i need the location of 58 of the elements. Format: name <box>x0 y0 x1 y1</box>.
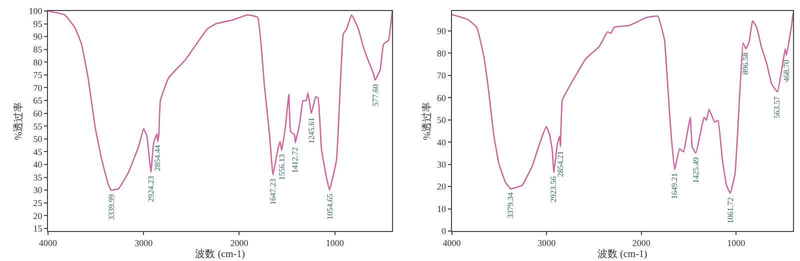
y-tick-label: 75 <box>33 70 43 80</box>
y-tick-label: 65 <box>33 96 43 106</box>
y-tick-label: 40 <box>436 137 446 148</box>
y-tick-label: 50 <box>436 115 446 126</box>
y-tick-label: 80 <box>33 57 43 68</box>
annotation: 1245.61 <box>306 118 316 144</box>
y-tick-label: 80 <box>436 48 446 58</box>
y-tick-label: 30 <box>33 185 43 196</box>
annotation: 896.58 <box>741 52 750 75</box>
x-tick-label: 3000 <box>134 238 154 248</box>
y-tick-label: 0 <box>441 226 446 236</box>
y-tick-label: 95 <box>33 18 43 29</box>
y-tick-label: 85 <box>33 44 43 55</box>
y-tick-label: 50 <box>33 134 43 144</box>
y-tick-label: 25 <box>33 198 43 208</box>
annotation: 2924.23 <box>146 176 156 202</box>
y-tick-label: 20 <box>436 182 446 192</box>
y-tick-label: 60 <box>33 108 43 118</box>
x-tick-label: 4000 <box>39 238 58 248</box>
annotation: 563.57 <box>772 96 782 118</box>
y-tick-label: 30 <box>436 159 446 170</box>
x-tick-label: 2000 <box>230 238 249 248</box>
annotation: 1649.21 <box>670 173 680 200</box>
y-axis-title: %透过率 <box>420 102 433 140</box>
x-axis-title: 波数 (cm-1) <box>598 248 648 260</box>
y-tick-label: 35 <box>33 172 43 182</box>
y-tick-label: 15 <box>33 224 43 234</box>
x-tick-label: 4000 <box>442 238 462 248</box>
y-tick-label: 70 <box>436 70 446 81</box>
annotation: 2854.21 <box>556 150 565 177</box>
x-axis-title: 波数 (cm-1) <box>195 248 245 260</box>
annotation: 3379.34 <box>506 192 515 218</box>
y-tick-label: 70 <box>33 82 43 93</box>
annotation: 2854.44 <box>153 145 162 172</box>
annotation: 468.70 <box>782 60 792 82</box>
x-tick-label: 1000 <box>326 238 344 248</box>
y-tick-label: 45 <box>33 146 43 157</box>
annotation: 1061.72 <box>726 197 736 224</box>
annotation: 1425.49 <box>692 157 701 184</box>
annotation: 3339.99 <box>107 194 116 220</box>
annotation: 2923.56 <box>549 176 558 202</box>
y-tick-label: 90 <box>436 26 446 36</box>
y-tick-label: 55 <box>33 121 43 132</box>
y-tick-label: 10 <box>436 204 446 214</box>
x-tick-label: 2000 <box>632 238 651 248</box>
y-axis-title: %透过率 <box>12 102 25 140</box>
annotation: 577.60 <box>371 84 380 106</box>
annotation: 1412.72 <box>290 147 300 174</box>
x-tick-label: 1000 <box>727 238 746 248</box>
y-tick-label: 60 <box>436 92 446 103</box>
y-tick-label: 100 <box>28 6 43 16</box>
y-tick-label: 90 <box>33 32 43 42</box>
annotation: 1054.65 <box>326 194 334 220</box>
x-tick-label: 3000 <box>538 238 556 248</box>
annotation: 1556.13 <box>277 154 286 180</box>
y-tick-label: 20 <box>33 210 43 221</box>
annotation: 1647.23 <box>268 178 278 205</box>
y-tick-label: 40 <box>33 160 43 170</box>
